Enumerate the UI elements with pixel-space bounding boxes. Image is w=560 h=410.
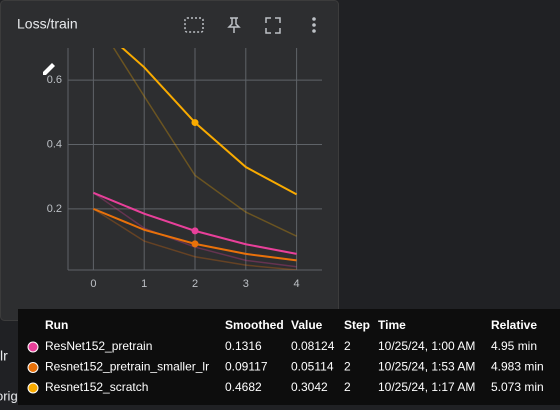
edit-icon[interactable] <box>43 63 55 75</box>
column-header: Value <box>291 318 323 332</box>
menu-icon[interactable] <box>312 17 316 33</box>
hover-point <box>191 119 199 127</box>
hover-point <box>191 240 199 248</box>
cell: 10/25/24, 1:17 AM <box>378 380 475 394</box>
cell: 0.4682 <box>225 380 262 394</box>
tooltip-table: Run Smoothed Value Step Time Relative ResNet15… <box>27 318 544 394</box>
cell: 0.3042 <box>291 380 328 394</box>
plot: 0.2 0.4 0.6 0 1 2 3 4 <box>47 48 322 290</box>
column-header: Time <box>378 318 406 332</box>
cell: 0.08124 <box>291 339 335 353</box>
run-swatch <box>27 341 39 353</box>
run-swatch <box>27 362 39 373</box>
cell: Resnet152_scratch <box>45 380 148 394</box>
cell: 4.983 min <box>491 360 544 374</box>
toolbar[interactable] <box>184 17 316 34</box>
y-tick-label: 0.2 <box>47 203 62 215</box>
column-header: Smoothed <box>225 318 284 332</box>
x-tick-label: 2 <box>192 278 198 290</box>
x-tick-label: 0 <box>90 278 96 290</box>
raw-line <box>92 208 297 270</box>
x-tick-label: 1 <box>141 278 147 290</box>
x-tick-label: 4 <box>294 278 300 290</box>
cell: 2 <box>344 360 351 374</box>
x-tick-label: 3 <box>243 278 249 290</box>
cell: 0.1316 <box>225 339 262 353</box>
column-header: Relative <box>491 318 537 332</box>
cell: 10/25/24, 1:00 AM <box>378 339 475 353</box>
pin-icon[interactable] <box>227 17 241 33</box>
column-header: Step <box>344 318 370 332</box>
cell: 0.05114 <box>291 360 334 374</box>
y-tick-label: 0.4 <box>47 138 62 150</box>
card <box>0 0 339 321</box>
hover-point <box>191 227 199 235</box>
bg-label: lr <box>0 348 8 364</box>
cell: 2 <box>344 380 351 394</box>
run-swatch <box>27 382 39 394</box>
cell: Resnet152_pretrain_smaller_lr <box>45 360 209 374</box>
column-header: Run <box>45 318 68 332</box>
fullscreen-icon[interactable] <box>265 17 281 34</box>
cell: 5.073 min <box>491 380 544 394</box>
cell: 0.09117 <box>225 360 268 374</box>
tooltip <box>18 309 560 405</box>
fit-domain-icon[interactable] <box>184 17 204 33</box>
raw-line <box>112 48 297 237</box>
cell: 10/25/24, 1:53 AM <box>378 360 475 374</box>
cell: 4.95 min <box>491 339 537 353</box>
cell: 2 <box>344 339 351 353</box>
cell: ResNet152_pretrain <box>45 339 152 353</box>
card-title: Loss/train <box>17 16 78 32</box>
y-tick-label: 0.6 <box>47 74 62 86</box>
